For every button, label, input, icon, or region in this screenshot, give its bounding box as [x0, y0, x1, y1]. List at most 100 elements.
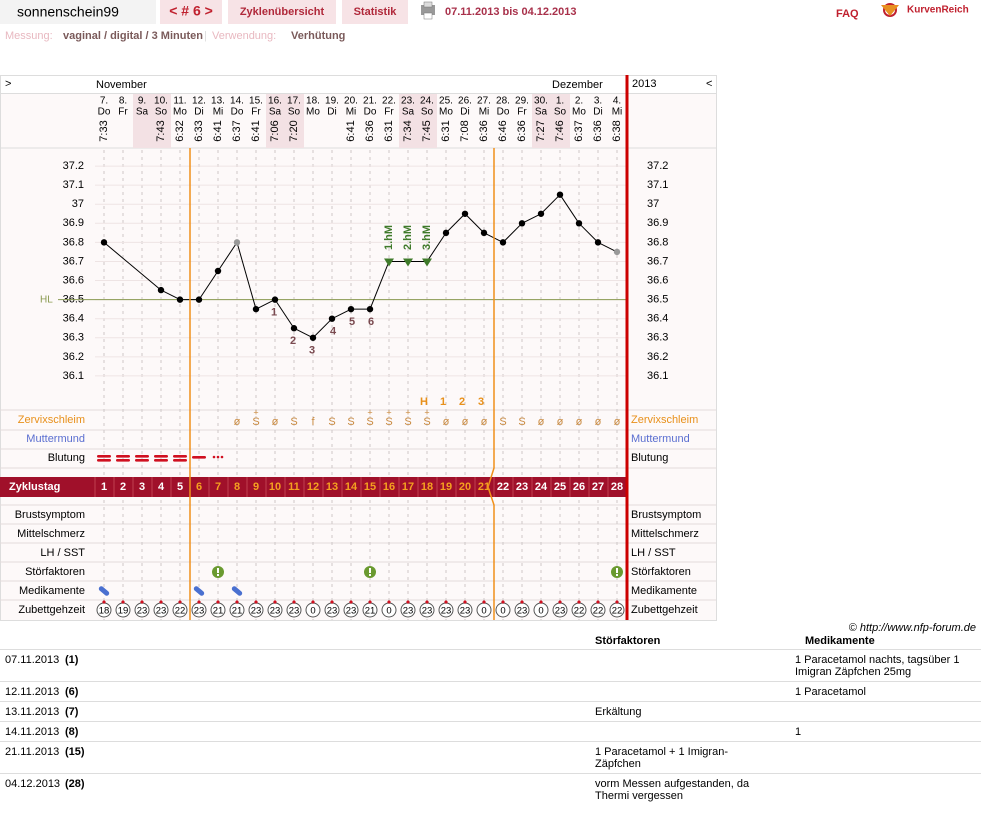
time-label: 6:41 [250, 120, 262, 141]
day-label: 3. [594, 96, 602, 107]
mucus-peak: H [420, 396, 428, 408]
measurement: vaginal / digital / 3 Minuten [63, 30, 203, 42]
cycle-day: 11 [288, 481, 300, 493]
cycle-nav-box[interactable] [160, 0, 222, 24]
y-tick-label-right: 36.3 [647, 332, 668, 344]
time-label: 6:37 [231, 120, 243, 141]
bleeding-bar [135, 455, 149, 458]
tab[interactable] [342, 0, 408, 24]
weekday-label: Do [98, 107, 111, 118]
logo-icon [881, 3, 899, 17]
weekday-label: So [155, 107, 168, 118]
user-box [0, 0, 156, 24]
weekday-label: Fr [517, 107, 527, 118]
notes-cell: 1 Paracetamol + 1 Imigran-Zäpfchen [590, 741, 790, 774]
notes-cell: 13.11.2013 [0, 701, 60, 722]
y-tick-label: 37 [72, 198, 84, 210]
temperature-segment [103, 242, 162, 291]
bedtime-tick [273, 600, 277, 604]
mucus-symbol: S [290, 416, 297, 428]
notes-cell: 1 [790, 721, 981, 742]
day-label: 20. [344, 96, 358, 107]
time-label: 6:36 [516, 120, 528, 141]
month-label: Dezember [552, 79, 603, 91]
y-tick-label-right: 36.6 [647, 274, 668, 286]
mucus-plus: + [424, 407, 429, 417]
fertile-end [487, 148, 495, 620]
bleeding-dot [220, 455, 224, 459]
mucus-plus: + [405, 407, 410, 417]
cycle-day: 13 [326, 481, 338, 493]
disturbance-bang [369, 568, 371, 573]
tab-label[interactable]: Zyklenübersicht [240, 6, 325, 18]
day-label: 14. [230, 96, 244, 107]
logo[interactable]: KurvenReich [907, 5, 969, 16]
weekend-shade [133, 94, 152, 148]
cycle-day: 12 [307, 481, 319, 493]
tab[interactable] [228, 0, 336, 24]
row-label-right: LH / SST [631, 547, 676, 559]
cycle-day-band [0, 477, 627, 497]
y-tick-label: 36.3 [63, 332, 84, 344]
bedtime-label: 23 [194, 606, 205, 617]
mucus-plus: + [253, 407, 258, 417]
bedtime-tick [235, 600, 239, 604]
cycle-day: 15 [364, 481, 376, 493]
row-label-right: Muttermund [631, 433, 690, 445]
row-label: Zervixschleim [18, 414, 85, 426]
disturbance-icon [212, 566, 224, 578]
weekday-label: So [554, 107, 567, 118]
bleeding-bar [154, 455, 168, 458]
temperature-point [195, 296, 203, 303]
row-label-right: Brustsymptom [631, 509, 701, 521]
mucus-symbol: ø [557, 416, 564, 428]
mucus-symbol: S [423, 416, 430, 428]
y-tick-label-right: 37 [647, 198, 659, 210]
temperature-segment [521, 213, 542, 224]
nav-prev[interactable]: > [5, 78, 11, 90]
low-label: 1 [271, 307, 277, 319]
faq-link[interactable]: FAQ [836, 8, 859, 20]
bedtime-label: 23 [137, 606, 148, 617]
bedtime-tick [368, 600, 372, 604]
mucus-symbol: ø [481, 416, 488, 428]
day-label: 24. [420, 96, 434, 107]
tab-label[interactable]: Statistik [354, 6, 398, 18]
temperature-point [499, 239, 507, 246]
row-label: Mittelschmerz [17, 528, 85, 540]
day-label: 11. [173, 96, 186, 107]
notes-cell: Erkältung [590, 701, 790, 722]
mucus-symbol: S [518, 416, 525, 428]
row-label: Medikamente [19, 585, 85, 597]
mucus-symbol: ø [576, 416, 583, 428]
temperature-point [176, 296, 184, 303]
time-label: 7:43 [155, 120, 167, 141]
temperature-segment [445, 213, 466, 234]
notes-row: 04.12.2013 (28) vorm Messen aufgestanden, … [0, 773, 981, 805]
bleeding-mark [97, 455, 111, 462]
bedtime-label: 19 [118, 606, 129, 617]
y-tick-label-right: 36.5 [647, 294, 668, 306]
notes-cell: 07.11.2013 [0, 649, 60, 682]
day-label: 2. [575, 96, 583, 107]
y-tick-label: 36.8 [63, 236, 84, 248]
notes-cell [790, 741, 981, 774]
temperature-segment [255, 299, 276, 310]
time-label: 7:34 [402, 120, 414, 141]
bedtime-tick [558, 600, 562, 604]
mucus-symbol: S [366, 416, 373, 428]
bleeding-bar [192, 456, 206, 459]
cycle-nav[interactable]: < # 6 > [169, 3, 213, 19]
temperature-point [157, 286, 165, 294]
temperature-segment [331, 308, 352, 320]
mucus-symbol: S [404, 416, 411, 428]
day-label: 12. [192, 96, 206, 107]
time-label: 7:06 [269, 120, 281, 141]
bedtime-label: 0 [500, 606, 505, 617]
hl-label: HL [40, 294, 53, 305]
print-icon[interactable] [421, 1, 435, 20]
bleeding-mark [173, 455, 187, 462]
bedtime-tick [615, 600, 619, 604]
nav-next[interactable]: < [706, 78, 712, 90]
day-label: 15. [249, 96, 263, 107]
